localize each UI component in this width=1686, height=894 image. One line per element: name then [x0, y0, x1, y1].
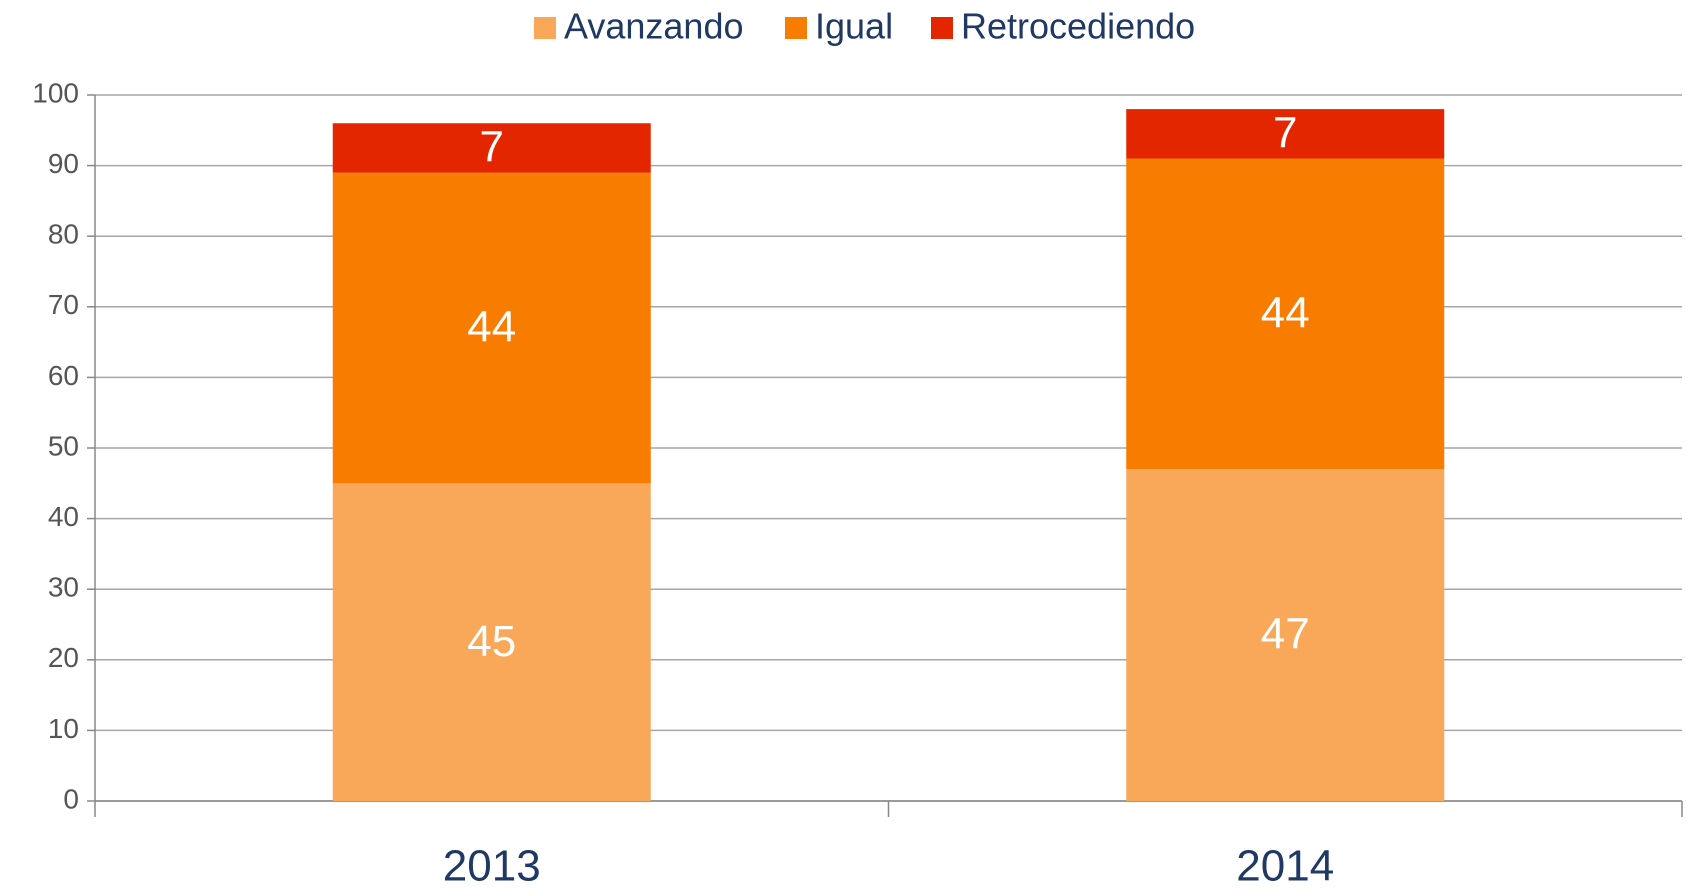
- y-tick-label: 60: [48, 360, 79, 391]
- data-label: 45: [467, 617, 516, 666]
- x-tick-label: 2013: [443, 842, 541, 891]
- legend-label: Retrocediendo: [961, 6, 1195, 47]
- legend-swatch: [931, 17, 953, 39]
- y-tick-label: 10: [48, 713, 79, 744]
- y-tick-label: 20: [48, 642, 79, 673]
- legend-label: Igual: [815, 6, 893, 47]
- bar-segment: [332, 172, 651, 484]
- y-tick-label: 50: [48, 430, 79, 461]
- bar-segment: [1126, 158, 1445, 470]
- data-label: 44: [1261, 288, 1310, 337]
- y-tick-label: 0: [63, 783, 79, 814]
- bar-segment: [1126, 109, 1445, 159]
- y-tick-label: 40: [48, 501, 79, 532]
- legend-swatch: [785, 17, 807, 39]
- bar-segment: [332, 123, 651, 173]
- y-tick-label: 70: [48, 289, 79, 320]
- data-label: 7: [480, 123, 504, 172]
- y-tick-label: 100: [32, 77, 79, 108]
- legend-swatch: [534, 17, 556, 39]
- y-tick-label: 80: [48, 219, 79, 250]
- y-tick-label: 90: [48, 148, 79, 179]
- y-tick-label: 30: [48, 572, 79, 603]
- data-label: 7: [1273, 108, 1297, 157]
- x-tick-label: 2014: [1236, 842, 1334, 891]
- data-label: 44: [467, 303, 516, 352]
- bar-segment: [332, 483, 651, 801]
- data-label: 47: [1261, 610, 1310, 659]
- bar-segment: [1126, 469, 1445, 801]
- legend-label: Avanzando: [564, 6, 744, 47]
